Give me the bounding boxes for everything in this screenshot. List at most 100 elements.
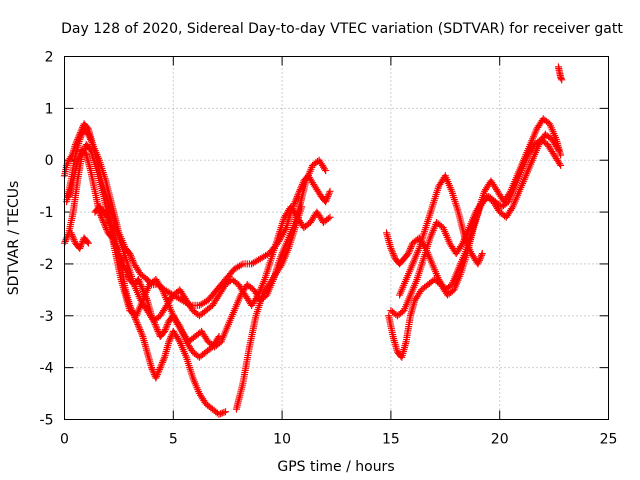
- data-point: [133, 319, 141, 327]
- data-point: [478, 251, 486, 259]
- data-point: [326, 213, 334, 221]
- data-point: [220, 408, 228, 416]
- data-point: [86, 134, 94, 142]
- y-tick-label: -2: [40, 257, 54, 273]
- data-point: [137, 329, 145, 337]
- data-point: [130, 312, 138, 320]
- data-point: [553, 144, 561, 152]
- data-point: [290, 199, 298, 207]
- data-point: [142, 295, 150, 302]
- data-point: [129, 308, 137, 316]
- data-point: [141, 291, 149, 299]
- y-tick-label: -3: [40, 309, 54, 325]
- data-point: [152, 322, 160, 330]
- data-point: [162, 324, 170, 332]
- data-point: [100, 220, 108, 228]
- data-point: [151, 320, 159, 328]
- data-point: [556, 160, 564, 168]
- data-point: [67, 229, 75, 237]
- data-point: [389, 250, 397, 258]
- data-point: [134, 322, 142, 330]
- data-point: [108, 222, 116, 230]
- y-tick-label: 1: [45, 101, 54, 117]
- data-point: [558, 76, 566, 84]
- data-point: [136, 279, 144, 287]
- data-point: [175, 336, 183, 344]
- data-point: [100, 218, 108, 226]
- data-point: [78, 130, 86, 138]
- data-point: [128, 307, 136, 315]
- data-point: [135, 324, 143, 332]
- data-point: [134, 320, 142, 328]
- data-point: [63, 160, 71, 168]
- data-point: [139, 286, 147, 294]
- data-point: [87, 137, 95, 145]
- data-point: [161, 327, 169, 335]
- data-point: [388, 246, 396, 254]
- data-point: [475, 258, 483, 266]
- data-point: [156, 364, 164, 372]
- data-point: [138, 284, 146, 292]
- data-point: [214, 334, 222, 342]
- data-point: [106, 218, 114, 226]
- data-point: [322, 198, 330, 206]
- data-point: [129, 310, 137, 318]
- data-point: [153, 372, 161, 380]
- data-point: [476, 255, 484, 263]
- data-point: [325, 189, 333, 197]
- data-point: [153, 326, 161, 334]
- data-point: [292, 196, 300, 204]
- x-axis-label: GPS time / hours: [277, 459, 394, 475]
- data-point: [324, 215, 332, 223]
- x-tick-label: 20: [491, 432, 509, 448]
- data-point: [140, 289, 148, 297]
- data-point: [152, 374, 160, 382]
- data-point: [87, 135, 95, 143]
- data-point: [155, 367, 163, 375]
- grid-lines: [64, 56, 609, 420]
- data-point: [217, 410, 225, 418]
- data-point: [215, 410, 223, 418]
- y-tick-label: -1: [40, 205, 54, 221]
- data-point: [406, 244, 414, 252]
- data-point: [103, 225, 111, 233]
- data-point: [163, 322, 171, 330]
- plot-frame: [64, 56, 609, 420]
- data-point: [127, 253, 135, 261]
- data-point: [406, 246, 414, 254]
- data-point: [477, 253, 485, 261]
- data-point: [277, 262, 285, 270]
- data-point: [222, 408, 230, 416]
- data-point: [218, 409, 226, 417]
- data-point: [387, 244, 395, 252]
- data-point: [132, 315, 140, 323]
- data-point: [84, 130, 92, 138]
- data-point: [68, 232, 76, 240]
- data-point: [105, 217, 113, 225]
- data-point: [154, 369, 162, 377]
- data-point: [126, 301, 134, 309]
- data-point: [104, 213, 112, 221]
- data-point: [160, 355, 168, 363]
- data-point: [291, 198, 299, 206]
- data-point: [74, 154, 82, 162]
- data-point: [458, 241, 466, 249]
- data-point: [148, 314, 156, 322]
- data-point: [127, 303, 135, 311]
- data-point: [81, 150, 89, 158]
- data-point: [69, 234, 77, 242]
- data-point: [150, 317, 158, 325]
- data-point: [404, 250, 412, 258]
- x-tick-label: 25: [600, 432, 618, 448]
- chart-title: Day 128 of 2020, Sidereal Day-to-day VTE…: [61, 21, 623, 37]
- data-point: [138, 331, 146, 339]
- data-point: [166, 336, 174, 344]
- data-point: [159, 357, 167, 365]
- x-tick-label: 0: [60, 432, 69, 448]
- data-point: [131, 314, 139, 322]
- data-point: [68, 231, 76, 239]
- data-point: [137, 281, 145, 289]
- y-axis-label: SDTVAR / TECUs: [6, 181, 22, 296]
- data-point: [508, 205, 516, 213]
